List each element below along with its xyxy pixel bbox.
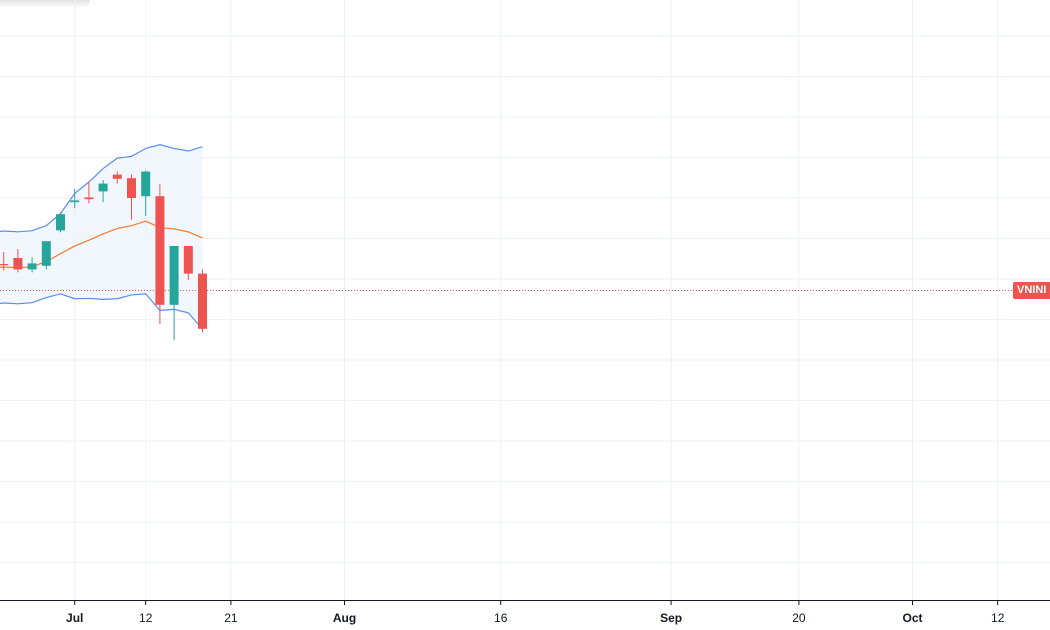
x-tick-label: Oct — [902, 611, 922, 625]
last-price-label: VNINI — [1013, 282, 1050, 299]
band-fill — [0, 144, 203, 330]
candle-body — [198, 273, 207, 329]
band-upper-line — [0, 144, 203, 233]
candle-body — [41, 241, 51, 266]
candle[interactable] — [112, 171, 122, 184]
x-tick-label: Jul — [66, 611, 83, 625]
candle[interactable] — [169, 246, 179, 341]
candle[interactable] — [127, 174, 136, 220]
candle-body — [98, 183, 108, 192]
candle-body — [112, 174, 122, 179]
bollinger-band — [0, 144, 203, 330]
candle-body — [155, 196, 165, 305]
x-tick-label: Sep — [660, 611, 682, 625]
candle[interactable] — [98, 180, 108, 203]
x-axis: Jul 12 21 Aug 16 Sep 20 Oct 12 — [0, 600, 1050, 625]
candle-body — [141, 171, 151, 197]
candle[interactable] — [27, 257, 37, 273]
candle-body — [56, 214, 65, 231]
candle[interactable] — [56, 212, 65, 233]
candle[interactable] — [0, 252, 9, 271]
candle[interactable] — [41, 241, 51, 270]
candle[interactable] — [183, 246, 193, 281]
candle[interactable] — [84, 182, 94, 204]
candle-body — [84, 197, 94, 200]
x-tick-label: 20 — [792, 611, 806, 625]
candle-body — [127, 178, 136, 198]
candle[interactable] — [13, 249, 23, 273]
band-basis-line — [0, 220, 203, 269]
toolbar-shadow — [0, 0, 90, 8]
candle-body — [169, 246, 179, 305]
grid — [0, 0, 1050, 600]
candle-body — [13, 258, 23, 270]
x-tick-label: Aug — [333, 611, 356, 625]
candle-body — [0, 264, 9, 266]
candle-body — [70, 200, 80, 203]
x-tick-label: 12 — [139, 611, 153, 625]
x-tick-label: 12 — [991, 611, 1005, 625]
candle[interactable] — [155, 184, 165, 324]
x-tick-label: 16 — [494, 611, 508, 625]
candles — [0, 170, 207, 341]
candle[interactable] — [198, 269, 207, 333]
candle[interactable] — [141, 170, 151, 216]
candle-body — [183, 246, 193, 274]
band-lower-line — [0, 293, 203, 330]
candle-body — [27, 263, 37, 270]
candle[interactable] — [70, 189, 80, 209]
x-tick-label: 21 — [224, 611, 238, 625]
